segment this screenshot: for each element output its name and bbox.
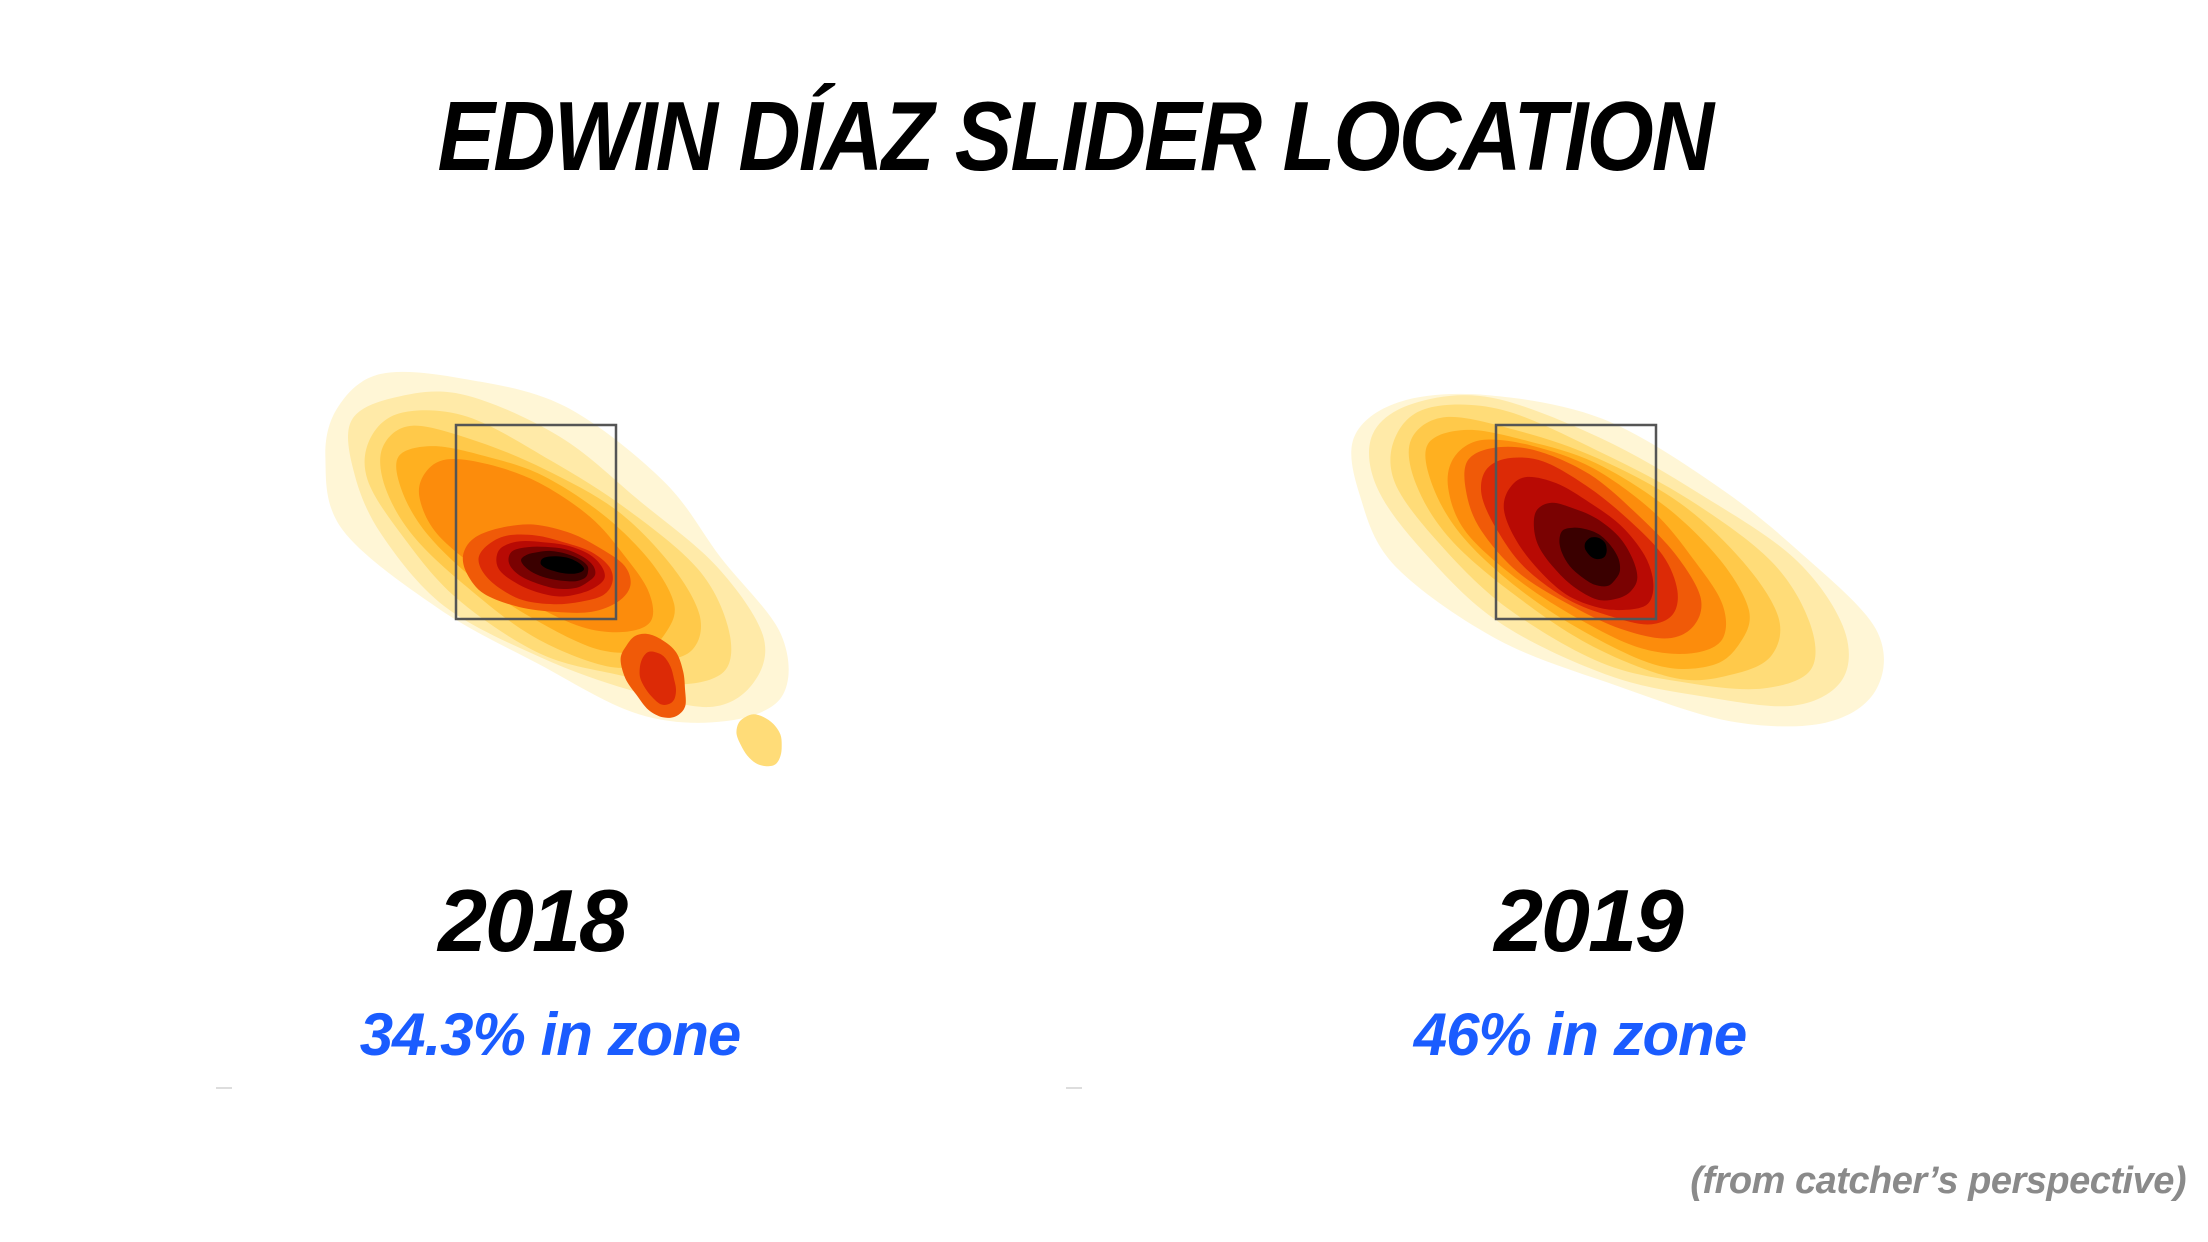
heat-contour-2019-11 <box>1584 537 1607 560</box>
heatmap-2019 <box>1351 393 1884 727</box>
chart-title: EDWIN DÍAZ SLIDER LOCATION <box>437 81 1715 191</box>
in-zone-label-2019: 46% in zone <box>1413 1001 1747 1068</box>
divider-tick-right <box>1066 1087 1082 1089</box>
heat-contour-2018-lobe-c <box>736 714 782 767</box>
footnote: (from catcher’s perspective) <box>1690 1160 2186 1202</box>
heatmap-2019-contours <box>1351 393 1884 727</box>
in-zone-label-2018: 34.3% in zone <box>359 1001 741 1068</box>
heat-contour-2018-core-5 <box>540 556 585 574</box>
divider-tick-left <box>216 1087 232 1089</box>
strike-zone-2019 <box>1494 423 1658 621</box>
heat-contour-2018-lobe-b <box>639 651 676 705</box>
heatmap-2018-contours <box>325 371 789 767</box>
strike-zone-2018 <box>454 423 618 621</box>
year-label-2019: 2019 <box>1494 871 1684 970</box>
year-label-2018: 2018 <box>438 871 628 970</box>
heat-contour-2019-10 <box>1559 527 1621 587</box>
heatmap-2018 <box>325 371 789 767</box>
